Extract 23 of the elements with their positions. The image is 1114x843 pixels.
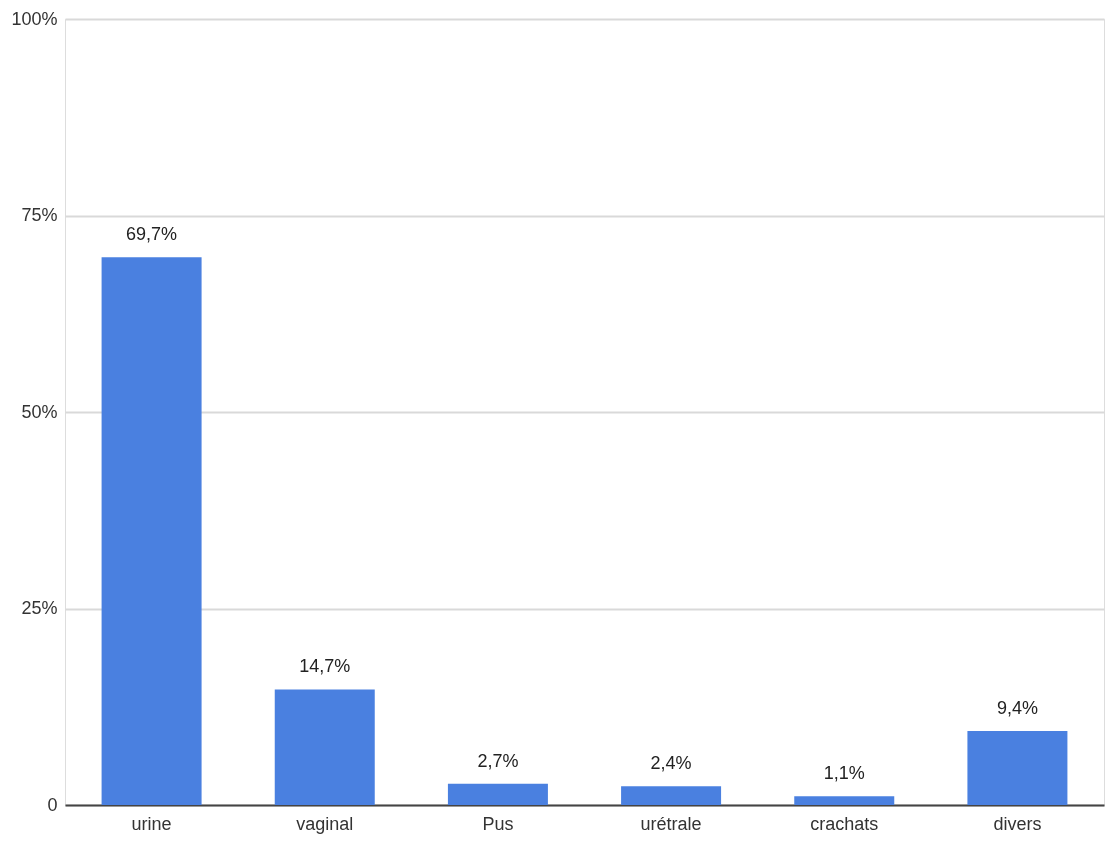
data-label: 9,4% (996, 698, 1038, 719)
bar (967, 731, 1068, 805)
x-tick-label: vaginal (296, 813, 354, 834)
data-label: 69,7% (126, 224, 178, 245)
bar (621, 786, 722, 805)
data-label: 14,7% (299, 656, 351, 677)
x-tick-label: crachats (810, 813, 879, 834)
bar (101, 257, 202, 805)
y-tick-label: 50% (21, 401, 58, 422)
data-label: 2,7% (477, 750, 519, 771)
bar (794, 796, 895, 805)
y-tick-label: 100% (11, 8, 58, 29)
y-tick-label: 75% (21, 205, 58, 225)
x-tick-label: Pus (482, 813, 514, 834)
bar (447, 783, 548, 805)
x-tick-label: urétrale (640, 813, 702, 834)
y-tick-label: 0 (47, 794, 58, 815)
y-tick-label: 25% (21, 598, 58, 618)
data-label: 2,4% (650, 753, 692, 774)
x-tick-label: urine (131, 813, 172, 834)
x-tick-label: divers (993, 813, 1042, 834)
bar (274, 689, 375, 805)
data-label: 1,1% (823, 763, 865, 784)
